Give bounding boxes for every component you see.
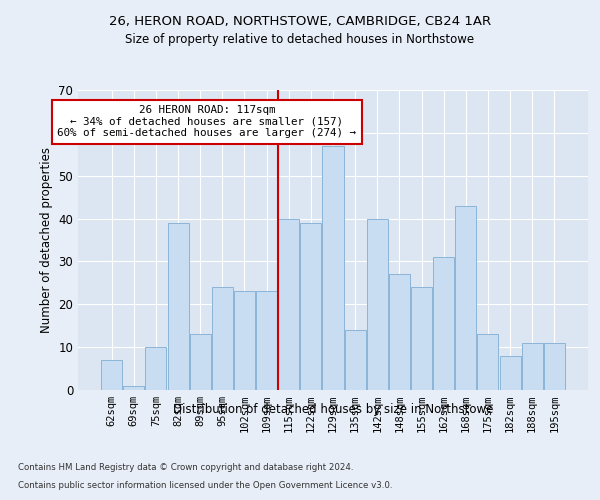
- Bar: [256, 292, 277, 390]
- Bar: [521, 343, 542, 390]
- Bar: [212, 287, 233, 390]
- Bar: [234, 292, 255, 390]
- Bar: [301, 223, 322, 390]
- Bar: [544, 343, 565, 390]
- Text: Size of property relative to detached houses in Northstowe: Size of property relative to detached ho…: [125, 32, 475, 46]
- Bar: [278, 218, 299, 390]
- Bar: [478, 334, 499, 390]
- Bar: [389, 274, 410, 390]
- Y-axis label: Number of detached properties: Number of detached properties: [40, 147, 53, 333]
- Bar: [433, 257, 454, 390]
- Bar: [101, 360, 122, 390]
- Text: 26 HERON ROAD: 117sqm
← 34% of detached houses are smaller (157)
60% of semi-det: 26 HERON ROAD: 117sqm ← 34% of detached …: [58, 105, 356, 138]
- Bar: [455, 206, 476, 390]
- Bar: [322, 146, 344, 390]
- Text: Distribution of detached houses by size in Northstowe: Distribution of detached houses by size …: [173, 402, 493, 415]
- Bar: [367, 218, 388, 390]
- Bar: [344, 330, 365, 390]
- Text: Contains HM Land Registry data © Crown copyright and database right 2024.: Contains HM Land Registry data © Crown c…: [18, 464, 353, 472]
- Text: 26, HERON ROAD, NORTHSTOWE, CAMBRIDGE, CB24 1AR: 26, HERON ROAD, NORTHSTOWE, CAMBRIDGE, C…: [109, 15, 491, 28]
- Bar: [167, 223, 188, 390]
- Bar: [145, 347, 166, 390]
- Bar: [500, 356, 521, 390]
- Bar: [190, 334, 211, 390]
- Bar: [124, 386, 145, 390]
- Text: Contains public sector information licensed under the Open Government Licence v3: Contains public sector information licen…: [18, 481, 392, 490]
- Bar: [411, 287, 432, 390]
